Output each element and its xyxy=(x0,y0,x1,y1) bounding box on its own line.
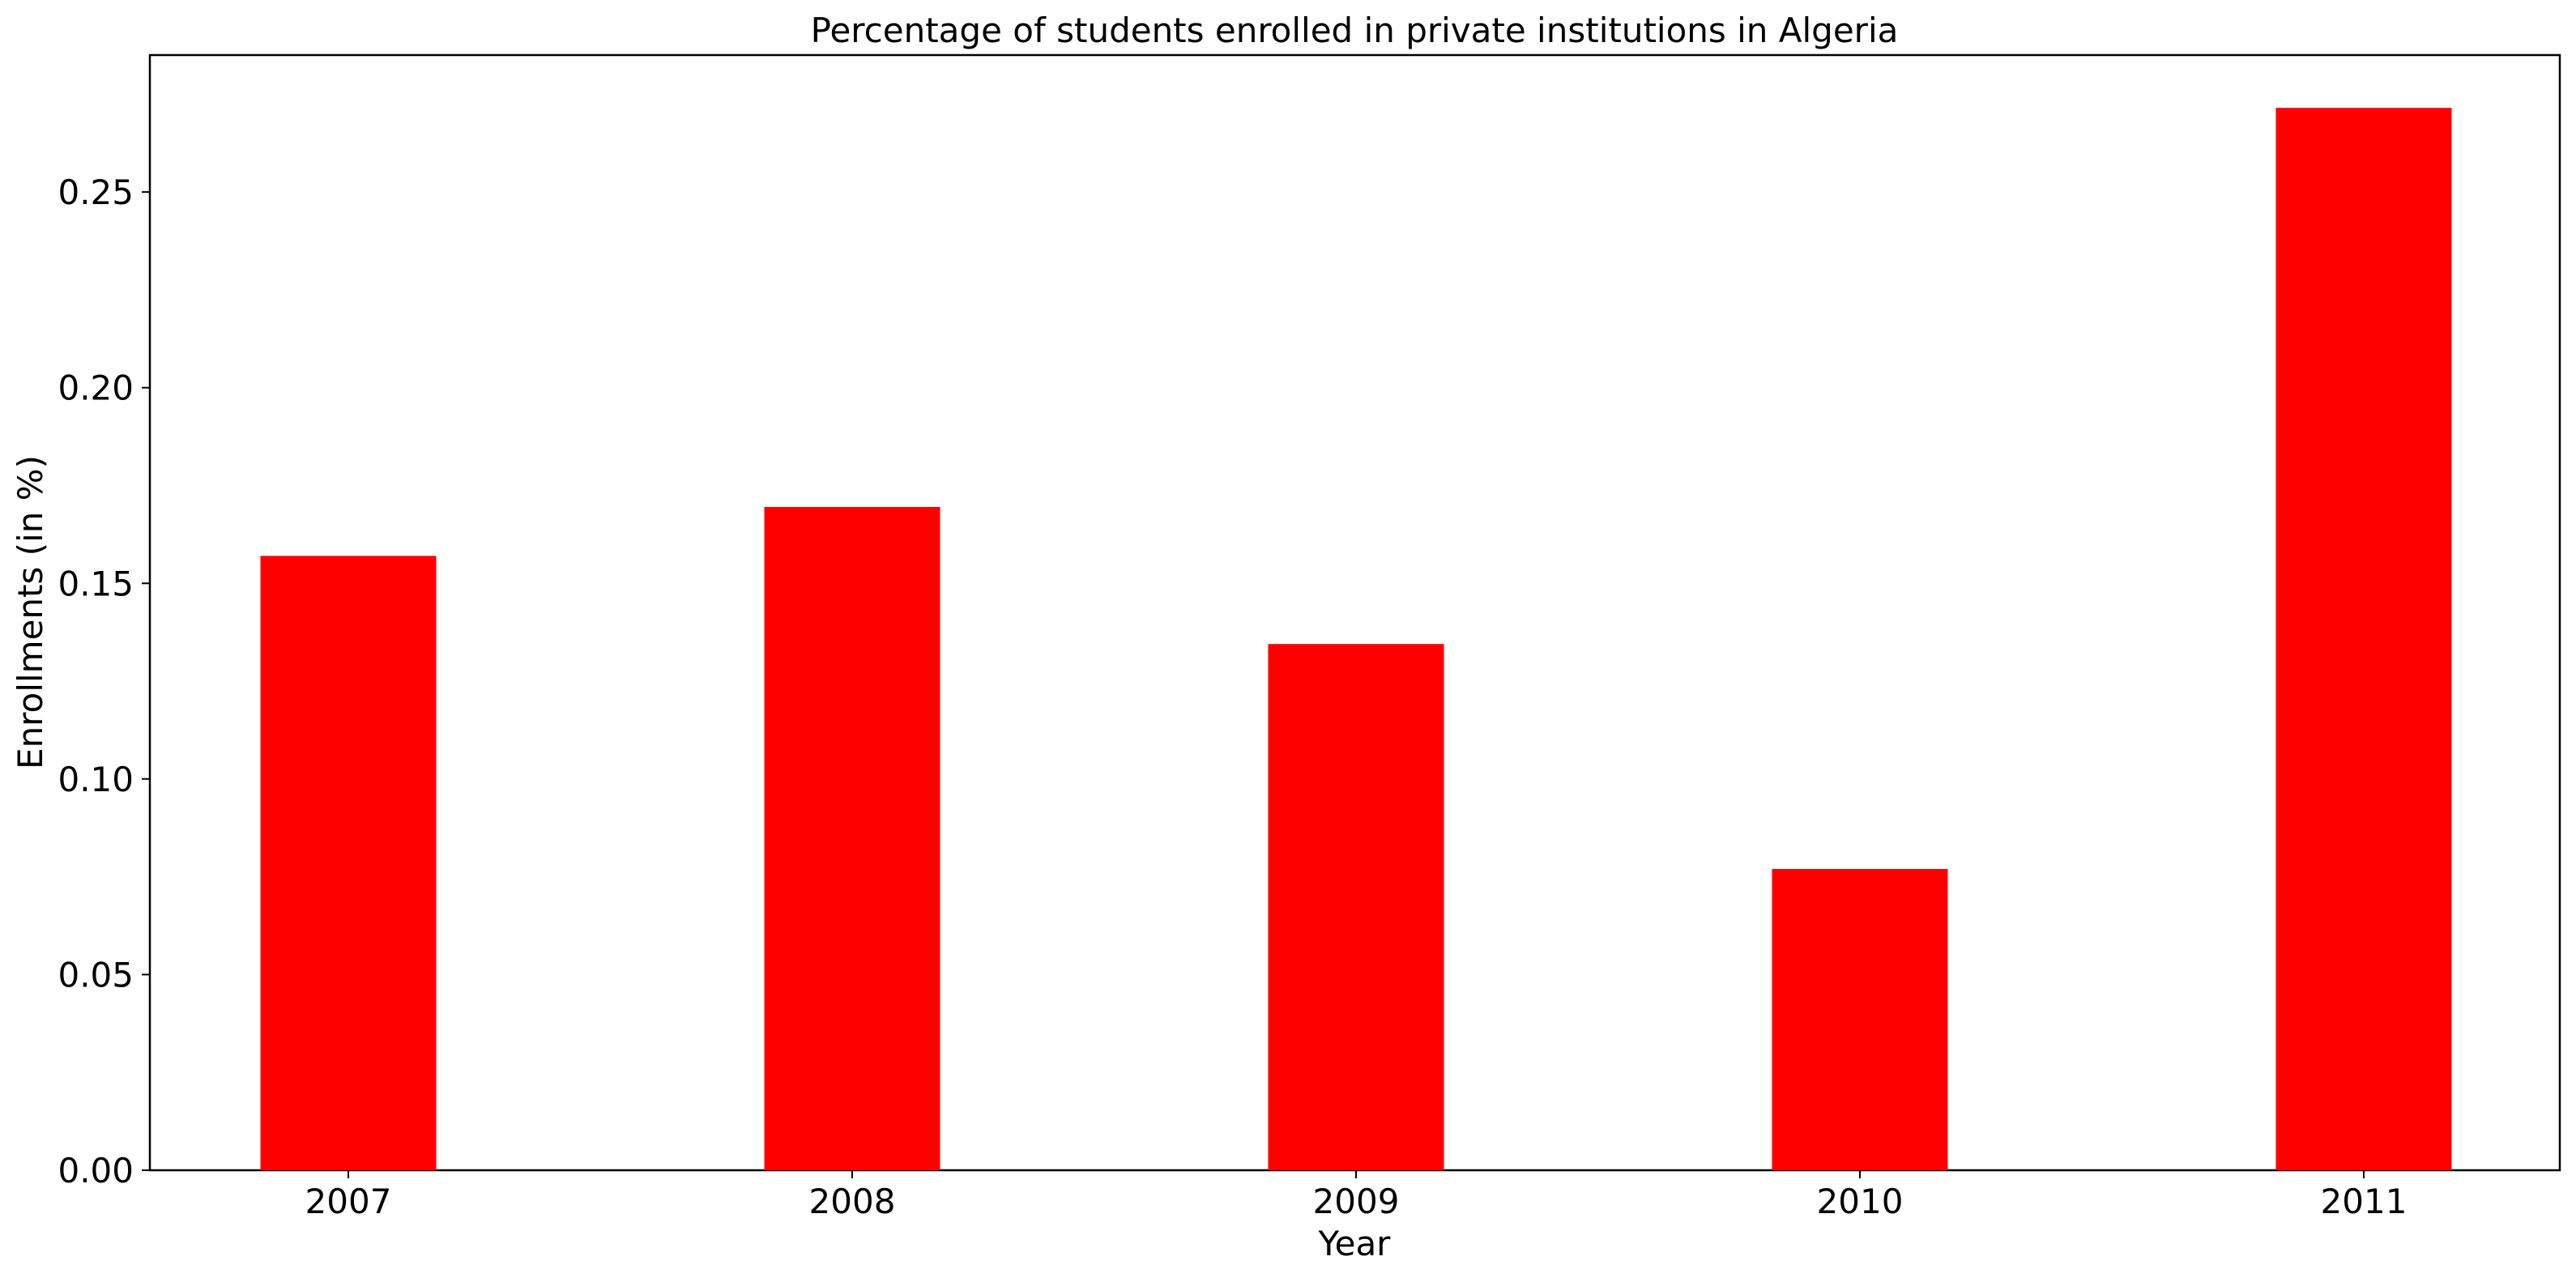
x-axis: 2007 2008 2009 2010 2011 xyxy=(305,1170,2408,1221)
bar-2008 xyxy=(764,507,940,1170)
bar-2007 xyxy=(260,556,437,1170)
y-tick-label-0.10: 0.10 xyxy=(58,760,134,799)
bar-2011 xyxy=(2275,108,2452,1171)
bars-layer xyxy=(260,108,2452,1171)
y-axis-label: Enrollments (in %) xyxy=(11,455,50,769)
x-axis-label: Year xyxy=(1318,1224,1392,1263)
bar-2010 xyxy=(1772,869,1948,1170)
y-tick-label-0.15: 0.15 xyxy=(58,564,134,603)
x-tick-label-2011: 2011 xyxy=(2321,1182,2408,1221)
x-tick-label-2008: 2008 xyxy=(809,1182,896,1221)
y-tick-label-0.00: 0.00 xyxy=(58,1151,134,1190)
y-tick-label-0.25: 0.25 xyxy=(58,172,134,212)
y-tick-label-0.20: 0.20 xyxy=(58,368,134,408)
bar-2009 xyxy=(1268,644,1444,1170)
y-axis: 0.00 0.05 0.10 0.15 0.20 0.25 xyxy=(58,172,150,1190)
chart-title: Percentage of students enrolled in priva… xyxy=(811,11,1899,50)
y-tick-label-0.05: 0.05 xyxy=(58,955,134,995)
x-tick-label-2010: 2010 xyxy=(1817,1182,1904,1221)
x-tick-label-2007: 2007 xyxy=(305,1182,392,1221)
x-tick-label-2009: 2009 xyxy=(1313,1182,1400,1221)
